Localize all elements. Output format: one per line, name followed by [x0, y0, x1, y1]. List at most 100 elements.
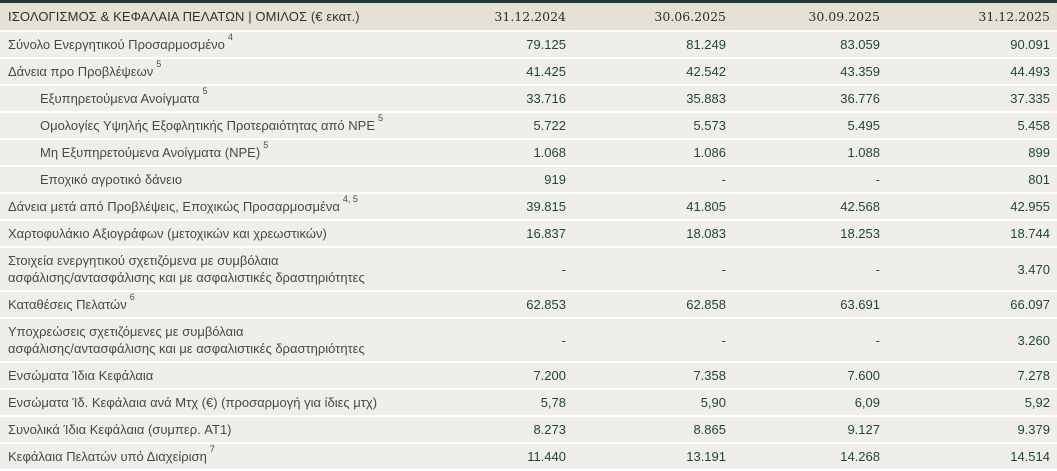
value-cell: 5,90	[566, 389, 726, 417]
row-label: Εποχικό αγροτικό δάνειο	[0, 166, 440, 194]
value-cell: 90.091	[880, 31, 1057, 59]
row-label: Ενσώματα Ίδια Κεφάλαια	[0, 362, 440, 390]
column-header-date-4: 31.12.2025	[880, 1, 1057, 32]
table-row-seasonal-agri-loan: Εποχικό αγροτικό δάνειο 919 - - 801	[0, 166, 1057, 194]
value-cell: 7.200	[440, 362, 566, 390]
row-label-text: Μη Εξυπηρετούμενα Ανοίγματα (NPE)	[40, 145, 261, 160]
column-header-date-1: 31.12.2024	[440, 1, 566, 32]
table-row-securities-portfolio: Χαρτοφυλάκιο Αξιογράφων (μετοχικών και χ…	[0, 220, 1057, 248]
row-label-text: Ομολογίες Υψηλής Εξοφλητικής Προτεραιότη…	[40, 118, 376, 133]
table-row-assets-under-management: Κεφάλαια Πελατών υπό Διαχείριση7 11.440 …	[0, 443, 1057, 471]
value-cell: 18.744	[880, 220, 1057, 248]
row-label: Στοιχεία ενεργητικού σχετιζόμενα με συμβ…	[0, 247, 440, 292]
table-row-insurance-assets: Στοιχεία ενεργητικού σχετιζόμενα με συμβ…	[0, 247, 1057, 292]
value-cell: 66.097	[880, 291, 1057, 319]
value-cell: 14.514	[880, 443, 1057, 471]
row-label: Χαρτοφυλάκιο Αξιογράφων (μετοχικών και χ…	[0, 220, 440, 248]
value-cell: 801	[880, 166, 1057, 194]
table-row-insurance-liabilities: Υποχρεώσεις σχετιζόμενες με συμβόλαια ασφ…	[0, 318, 1057, 363]
table-row-total-equity: Συνολικά Ίδια Κεφάλαια (συμπερ. AT1) 8.2…	[0, 416, 1057, 444]
row-label-text: Στοιχεία ενεργητικού σχετιζόμενα με συμβ…	[8, 253, 279, 268]
value-cell: 9.127	[726, 416, 880, 444]
value-cell: 33.716	[440, 85, 566, 113]
value-cell: -	[440, 318, 566, 363]
row-label-text: Χαρτοφυλάκιο Αξιογράφων (μετοχικών και χ…	[8, 226, 327, 241]
table-row-tangible-equity-per-share: Ενσώματα Ίδ. Κεφάλαια ανά Μτχ (€) (προσα…	[0, 389, 1057, 417]
value-cell: 42.568	[726, 193, 880, 221]
row-label: Δάνεια προ Προβλέψεων5	[0, 58, 440, 86]
value-cell: 83.059	[726, 31, 880, 59]
value-cell: 5.722	[440, 112, 566, 140]
value-cell: 62.858	[566, 291, 726, 319]
table-row-total-assets: Σύνολο Ενεργητικού Προσαρμοσμένο4 79.125…	[0, 31, 1057, 59]
column-header-date-3: 30.09.2025	[726, 1, 880, 32]
value-cell: 3.260	[880, 318, 1057, 363]
value-cell: 14.268	[726, 443, 880, 471]
value-cell: 35.883	[566, 85, 726, 113]
table-row-tangible-equity: Ενσώματα Ίδια Κεφάλαια 7.200 7.358 7.600…	[0, 362, 1057, 390]
footnote-superscript: 4, 5	[342, 193, 358, 204]
value-cell: 39.815	[440, 193, 566, 221]
footnote-superscript: 5	[263, 139, 269, 150]
value-cell: 79.125	[440, 31, 566, 59]
row-label-text: Υποχρεώσεις σχετιζόμενες με συμβόλαια	[8, 324, 244, 339]
value-cell: 13.191	[566, 443, 726, 471]
row-label-text: Ενσώματα Ίδια Κεφάλαια	[8, 368, 154, 383]
value-cell: 16.837	[440, 220, 566, 248]
value-cell: 3.470	[880, 247, 1057, 292]
value-cell: 36.776	[726, 85, 880, 113]
footnote-superscript: 6	[129, 291, 135, 302]
value-cell: -	[726, 166, 880, 194]
row-label: Σύνολο Ενεργητικού Προσαρμοσμένο4	[0, 31, 440, 59]
value-cell: 1.088	[726, 139, 880, 167]
row-label: Δάνεια μετά από Προβλέψεις, Εποχικώς Προ…	[0, 193, 440, 221]
value-cell: -	[566, 247, 726, 292]
value-cell: 62.853	[440, 291, 566, 319]
row-label-text: Συνολικά Ίδια Κεφάλαια (συμπερ. AT1)	[8, 422, 232, 437]
value-cell: 41.425	[440, 58, 566, 86]
value-cell: 63.691	[726, 291, 880, 319]
value-cell: 7.358	[566, 362, 726, 390]
row-label: Κεφάλαια Πελατών υπό Διαχείριση7	[0, 443, 440, 471]
table-row-npe: Μη Εξυπηρετούμενα Ανοίγματα (NPE)5 1.068…	[0, 139, 1057, 167]
row-label-text: Εποχικό αγροτικό δάνειο	[40, 172, 183, 187]
row-label: Ενσώματα Ίδ. Κεφάλαια ανά Μτχ (€) (προσα…	[0, 389, 440, 417]
table-row-customer-deposits: Καταθέσεις Πελατών6 62.853 62.858 63.691…	[0, 291, 1057, 319]
value-cell: 7.600	[726, 362, 880, 390]
footnote-superscript: 5	[378, 112, 384, 123]
value-cell: 919	[440, 166, 566, 194]
value-cell: 5.458	[880, 112, 1057, 140]
value-cell: 1.068	[440, 139, 566, 167]
footnote-superscript: 5	[156, 58, 162, 69]
table-row-gross-loans: Δάνεια προ Προβλέψεων5 41.425 42.542 43.…	[0, 58, 1057, 86]
row-label: Ομολογίες Υψηλής Εξοφλητικής Προτεραιότη…	[0, 112, 440, 140]
value-cell: 8.865	[566, 416, 726, 444]
value-cell: 43.359	[726, 58, 880, 86]
value-cell: -	[726, 318, 880, 363]
row-label-text-line2: ασφάλισης/αντασφάλισης και με ασφαλιστικ…	[8, 270, 365, 285]
table-row-performing-exposures: Εξυπηρετούμενα Ανοίγματα5 33.716 35.883 …	[0, 85, 1057, 113]
value-cell: 42.955	[880, 193, 1057, 221]
row-label-text: Δάνεια μετά από Προβλέψεις, Εποχικώς Προ…	[8, 199, 340, 214]
value-cell: 9.379	[880, 416, 1057, 444]
row-label: Μη Εξυπηρετούμενα Ανοίγματα (NPE)5	[0, 139, 440, 167]
value-cell: 8.273	[440, 416, 566, 444]
table-row-senior-notes-npe: Ομολογίες Υψηλής Εξοφλητικής Προτεραιότη…	[0, 112, 1057, 140]
footnote-superscript: 7	[209, 443, 215, 454]
value-cell: 18.083	[566, 220, 726, 248]
row-label-text: Δάνεια προ Προβλέψεων	[8, 64, 154, 79]
value-cell: 37.335	[880, 85, 1057, 113]
value-cell: 5,92	[880, 389, 1057, 417]
row-label-text: Κεφάλαια Πελατών υπό Διαχείριση	[8, 449, 207, 464]
footnote-superscript: 4	[227, 31, 233, 42]
value-cell: -	[566, 166, 726, 194]
row-label: Υποχρεώσεις σχετιζόμενες με συμβόλαια ασφ…	[0, 318, 440, 363]
value-cell: 1.086	[566, 139, 726, 167]
row-label: Συνολικά Ίδια Κεφάλαια (συμπερ. AT1)	[0, 416, 440, 444]
row-label-text: Καταθέσεις Πελατών	[8, 297, 127, 312]
value-cell: 44.493	[880, 58, 1057, 86]
value-cell: -	[566, 318, 726, 363]
row-label: Εξυπηρετούμενα Ανοίγματα5	[0, 85, 440, 113]
value-cell: 6,09	[726, 389, 880, 417]
